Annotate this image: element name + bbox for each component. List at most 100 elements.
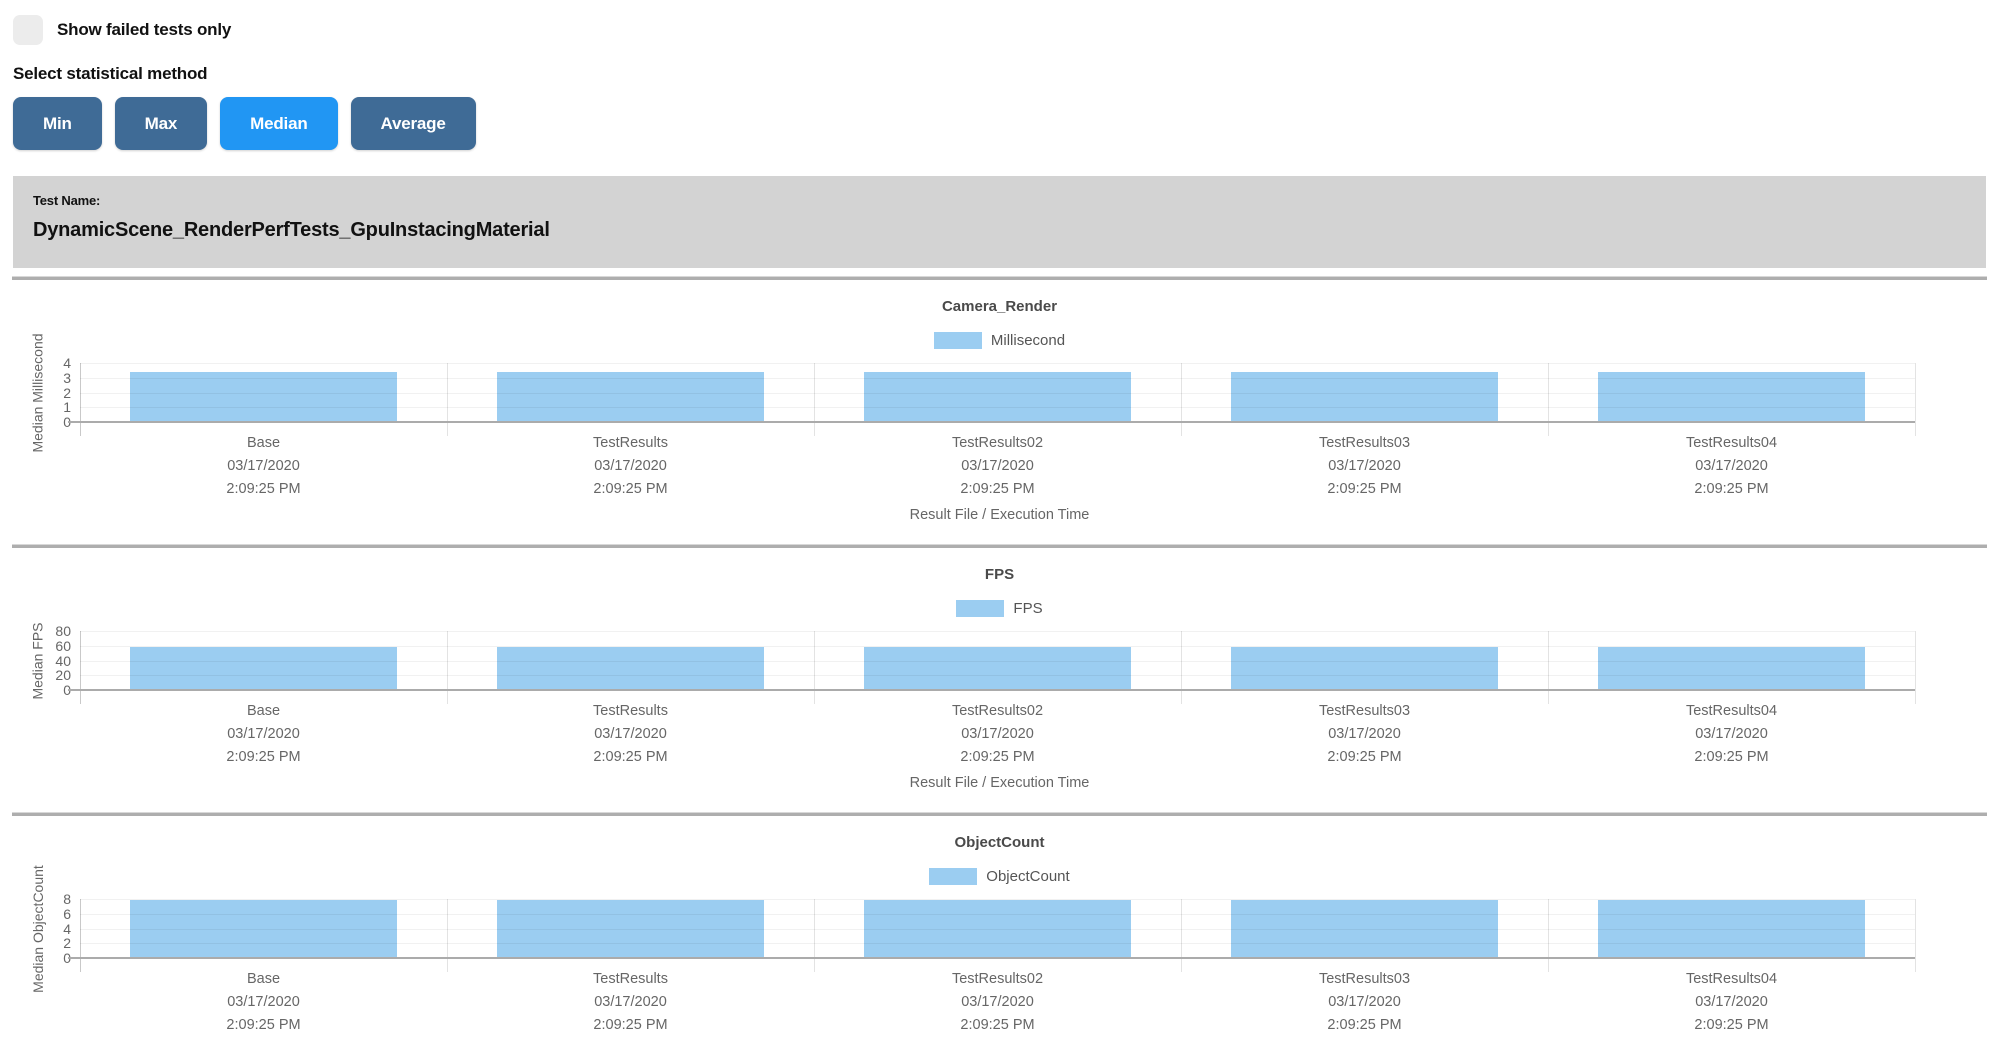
x-category-date: 03/17/2020 xyxy=(227,458,300,474)
bar-testresults04 xyxy=(1597,371,1866,422)
grid-line-v xyxy=(1181,899,1182,972)
grid-line-h xyxy=(80,631,1915,632)
x-category-time: 2:09:25 PM xyxy=(960,481,1035,497)
x-category-label: TestResults xyxy=(593,703,668,719)
chart-legend: FPS xyxy=(0,600,1999,617)
x-category: TestResults02 03/17/2020 2:09:25 PM xyxy=(814,700,1181,769)
x-category-time: 2:09:25 PM xyxy=(1327,749,1402,765)
grid-line-v xyxy=(80,363,81,436)
grid-line-v xyxy=(1181,631,1182,704)
bar-testresults02 xyxy=(863,900,1132,958)
section-divider xyxy=(12,544,1987,548)
x-category-time: 2:09:25 PM xyxy=(1327,1017,1402,1033)
bar-base xyxy=(129,371,398,422)
chart-title: ObjectCount xyxy=(954,834,1045,851)
show-failed-row: Show failed tests only xyxy=(13,15,1986,45)
x-category-date: 03/17/2020 xyxy=(961,458,1034,474)
x-category: TestResults03 03/17/2020 2:09:25 PM xyxy=(1181,432,1548,501)
stat-button-average[interactable]: Average xyxy=(350,97,476,150)
x-category-date: 03/17/2020 xyxy=(961,726,1034,742)
y-tick-label: 4 xyxy=(63,920,71,937)
x-category-date: 03/17/2020 xyxy=(594,994,667,1010)
legend-label: Millisecond xyxy=(990,332,1066,349)
grid-line-h xyxy=(80,660,1915,662)
grid-line-h xyxy=(80,363,1915,364)
chart-objectcount: ObjectCount ObjectCount 02468 Median Object… xyxy=(0,816,1999,1039)
bar-testresults04 xyxy=(1597,646,1866,690)
legend-swatch-icon xyxy=(929,868,978,885)
y-tick-label: 80 xyxy=(55,623,71,639)
grid-line-h xyxy=(80,943,1915,945)
test-name-value: DynamicScene_RenderPerfTests_GpuInstacin… xyxy=(33,219,550,241)
chart-legend: Millisecond xyxy=(0,332,1999,349)
x-axis-title: Result File / Execution Time xyxy=(909,507,1090,523)
x-category-date: 03/17/2020 xyxy=(1695,726,1768,742)
x-category-label: Base xyxy=(246,703,281,719)
x-category: TestResults03 03/17/2020 2:09:25 PM xyxy=(1181,700,1548,769)
bar-testresults03 xyxy=(1230,371,1499,422)
show-failed-checkbox[interactable] xyxy=(13,15,43,45)
bar-testresults xyxy=(496,371,765,422)
x-category: Base 03/17/2020 2:09:25 PM xyxy=(80,432,447,501)
x-category-label: TestResults03 xyxy=(1318,971,1411,987)
x-category: TestResults 03/17/2020 2:09:25 PM xyxy=(447,700,814,769)
chart-title: FPS xyxy=(984,566,1015,583)
x-category: TestResults 03/17/2020 2:09:25 PM xyxy=(447,432,814,501)
y-axis-title: Median Millisecond xyxy=(30,332,46,453)
x-category-time: 2:09:25 PM xyxy=(1327,481,1402,497)
stat-button-min[interactable]: Min xyxy=(13,97,102,150)
y-axis-title: Median ObjectCount xyxy=(30,864,47,993)
x-category-date: 03/17/2020 xyxy=(227,994,300,1010)
x-category-time: 2:09:25 PM xyxy=(960,749,1035,765)
x-category-time: 2:09:25 PM xyxy=(960,1017,1035,1033)
x-category: TestResults02 03/17/2020 2:09:25 PM xyxy=(814,432,1181,501)
bar-testresults03 xyxy=(1230,646,1499,690)
bar-testresults02 xyxy=(863,646,1132,690)
x-category-date: 03/17/2020 xyxy=(1328,458,1401,474)
section-divider xyxy=(12,812,1987,816)
zero-axis-line xyxy=(68,689,1915,691)
x-category-label: TestResults03 xyxy=(1318,703,1411,719)
bar-testresults xyxy=(496,900,765,958)
bar-base xyxy=(129,646,398,690)
y-tick-label: 3 xyxy=(63,369,71,386)
grid-line-v xyxy=(447,631,448,704)
grid-line-v xyxy=(814,363,815,436)
x-category-label: TestResults xyxy=(593,971,668,987)
y-tick-label: 6 xyxy=(63,905,71,922)
grid-line-v xyxy=(814,631,815,704)
x-category-label: TestResults xyxy=(593,435,668,451)
x-category-date: 03/17/2020 xyxy=(1695,994,1768,1010)
x-category-label: TestResults02 xyxy=(951,971,1044,987)
grid-line-v xyxy=(1548,363,1549,436)
y-tick-label: 0 xyxy=(63,682,71,698)
legend-swatch-icon xyxy=(956,600,1005,617)
x-category-label: Base xyxy=(246,435,281,451)
x-category-time: 2:09:25 PM xyxy=(1694,1017,1769,1033)
stat-button-median[interactable]: Median xyxy=(220,97,338,150)
x-category: TestResults04 03/17/2020 2:09:25 PM xyxy=(1548,968,1915,1037)
x-category-time: 2:09:25 PM xyxy=(1694,749,1769,765)
y-tick-label: 0 xyxy=(63,950,71,966)
chart-camera_render: Camera_Render Millisecond 01234 Median Mill… xyxy=(0,280,1999,536)
x-category: TestResults02 03/17/2020 2:09:25 PM xyxy=(814,968,1181,1037)
grid-line-v xyxy=(1915,363,1916,436)
x-category-label: TestResults03 xyxy=(1318,435,1411,451)
x-category-date: 03/17/2020 xyxy=(227,726,300,742)
grid-line-v xyxy=(80,899,81,972)
x-category-time: 2:09:25 PM xyxy=(593,481,668,497)
grid-line-h xyxy=(80,675,1915,677)
x-category-label: TestResults02 xyxy=(951,435,1044,451)
x-category-date: 03/17/2020 xyxy=(594,458,667,474)
bar-testresults04 xyxy=(1597,900,1866,958)
legend-swatch-icon xyxy=(933,332,982,349)
grid-line-h xyxy=(80,392,1915,394)
stat-button-max[interactable]: Max xyxy=(114,97,208,150)
grid-line-v xyxy=(1915,631,1916,704)
y-tick-label: 4 xyxy=(63,355,71,371)
x-category-labels: Base 03/17/2020 2:09:25 PM TestResults 03/17… xyxy=(80,432,1915,501)
grid-line-h xyxy=(80,377,1915,379)
x-category: TestResults03 03/17/2020 2:09:25 PM xyxy=(1181,968,1548,1037)
y-tick-label: 0 xyxy=(63,414,71,430)
